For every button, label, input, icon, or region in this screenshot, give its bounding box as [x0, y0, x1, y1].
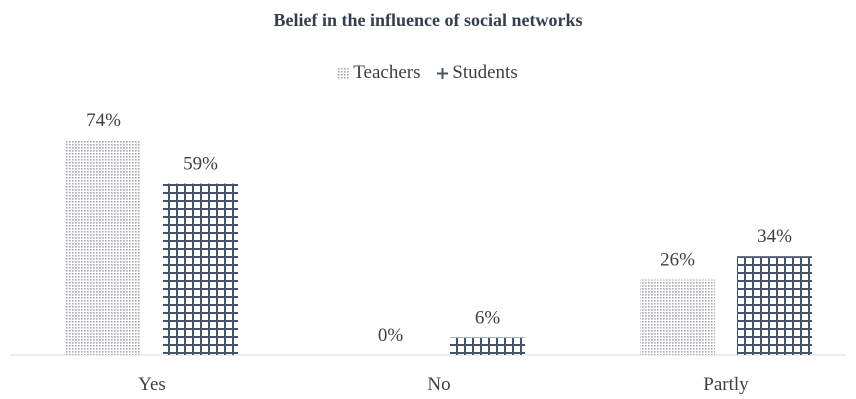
legend-item-students: Students — [437, 62, 518, 84]
data-label-students-no: 6% — [475, 308, 501, 329]
bar-students-no — [450, 337, 525, 355]
x-tick-label-no: No — [427, 374, 450, 395]
bar-students-yes — [163, 183, 238, 355]
legend-swatch-students — [437, 67, 449, 79]
bar-students-partly — [737, 256, 812, 355]
x-tick-label-partly: Partly — [703, 374, 749, 395]
data-label-students-partly: 34% — [757, 226, 792, 247]
bar-teachers-partly — [640, 279, 715, 355]
legend-label-students: Students — [452, 62, 518, 83]
x-tick-label-yes: Yes — [138, 374, 166, 395]
data-label-teachers-yes: 74% — [86, 110, 121, 131]
legend: Teachers Students — [0, 62, 856, 85]
data-label-teachers-no: 0% — [378, 325, 404, 346]
chart-title: Belief in the influence of social networ… — [273, 10, 583, 30]
legend-item-teachers: Teachers — [338, 62, 421, 84]
legend-swatch-teachers — [338, 67, 350, 79]
data-label-students-yes: 59% — [183, 154, 218, 175]
data-label-teachers-partly: 26% — [660, 249, 695, 270]
bar-teachers-yes — [66, 140, 141, 355]
legend-label-teachers: Teachers — [353, 62, 421, 83]
